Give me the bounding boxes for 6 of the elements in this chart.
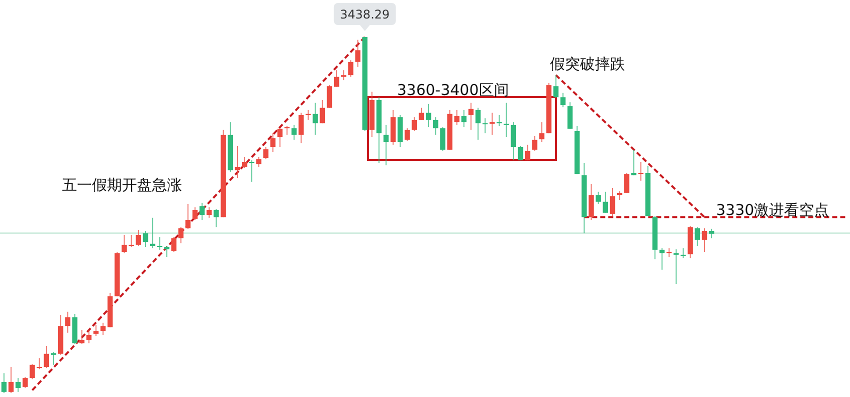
annotation: 3330激进看空点	[716, 201, 830, 219]
annotation: 3360-3400区间	[397, 81, 509, 99]
annotation: 五一假期开盘急涨	[62, 176, 182, 194]
annotation: 假突破摔跌	[550, 55, 625, 73]
annotation: 3438.29	[334, 3, 396, 31]
annotation: 3438.29	[340, 8, 390, 22]
